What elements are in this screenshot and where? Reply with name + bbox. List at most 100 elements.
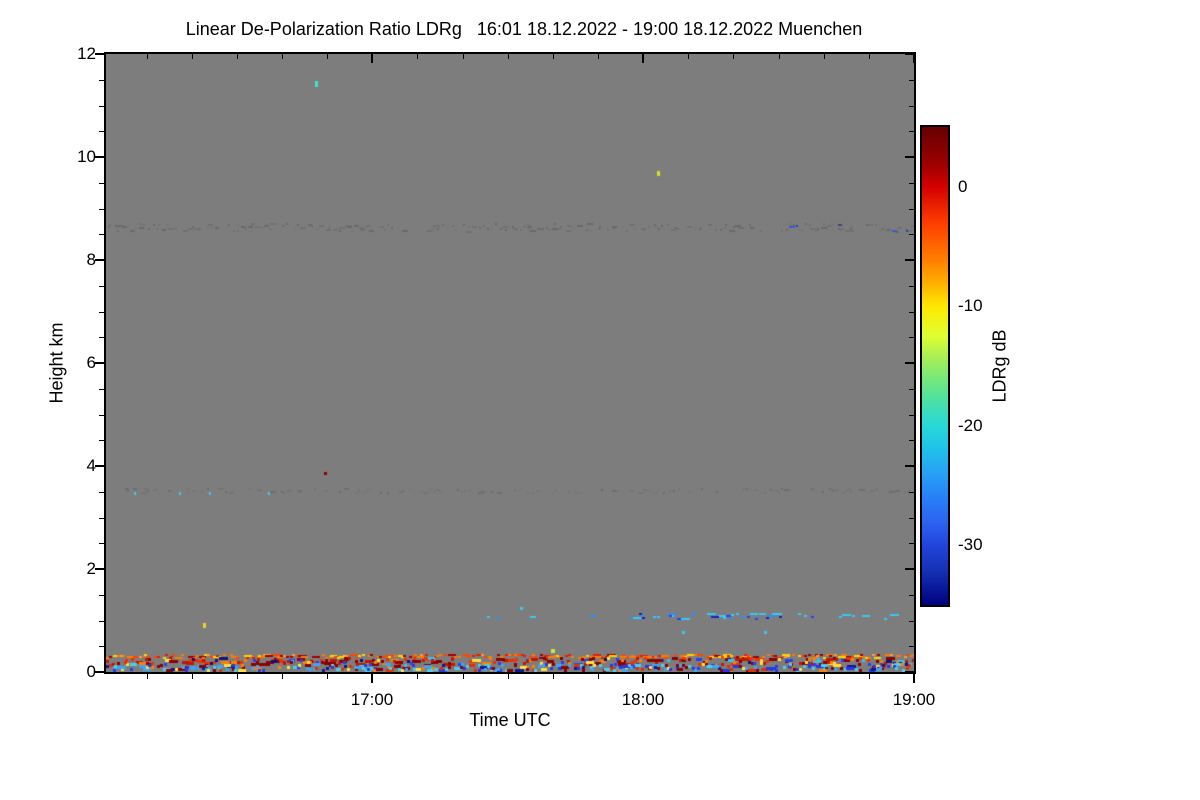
x-minor-tick — [733, 674, 734, 679]
y-minor-tick — [99, 286, 104, 287]
x-minor-tick — [463, 674, 464, 679]
y-major-tick — [95, 259, 104, 261]
y-tick-label: 0 — [86, 662, 96, 681]
x-major-tick-top — [371, 54, 373, 63]
x-minor-tick-top — [327, 54, 328, 59]
x-minor-tick — [147, 674, 148, 679]
y-minor-tick — [99, 621, 104, 622]
x-minor-tick-top — [688, 54, 689, 59]
y-minor-tick-right — [909, 131, 914, 132]
colorbar-tick-label: -20 — [958, 416, 983, 435]
y-major-tick — [95, 156, 104, 158]
y-major-tick — [95, 53, 104, 55]
y-tick-label: 8 — [86, 250, 96, 269]
y-minor-tick — [99, 183, 104, 184]
x-minor-tick-top — [508, 54, 509, 59]
x-major-tick — [371, 674, 373, 683]
x-tick-label: 18:00 — [621, 690, 665, 709]
x-minor-tick — [688, 674, 689, 679]
colorbar-tick-label: 0 — [958, 177, 968, 196]
y-minor-tick — [99, 518, 104, 519]
y-minor-tick-right — [909, 286, 914, 287]
x-major-tick-top — [642, 54, 644, 63]
y-major-tick-right — [905, 568, 914, 570]
x-minor-tick-top — [192, 54, 193, 59]
colorbar-gradient — [922, 127, 948, 605]
colorbar-tick-label: -10 — [958, 296, 983, 315]
y-minor-tick — [99, 80, 104, 81]
y-minor-tick — [99, 543, 104, 544]
colorbar — [920, 125, 950, 607]
y-minor-tick — [99, 415, 104, 416]
x-major-tick — [642, 674, 644, 683]
y-major-tick-right — [905, 671, 914, 673]
x-minor-tick-top — [147, 54, 148, 59]
x-minor-tick — [192, 674, 193, 679]
x-tick-label: 17:00 — [350, 690, 394, 709]
y-minor-tick — [99, 106, 104, 107]
y-minor-tick-right — [909, 646, 914, 647]
x-minor-tick-top — [553, 54, 554, 59]
y-major-tick-right — [905, 465, 914, 467]
y-minor-tick-right — [909, 621, 914, 622]
x-minor-tick — [327, 674, 328, 679]
y-tick-label: 10 — [77, 147, 96, 166]
y-minor-tick-right — [909, 518, 914, 519]
y-major-tick-right — [905, 362, 914, 364]
y-tick-label: 6 — [86, 353, 96, 372]
y-minor-tick-right — [909, 106, 914, 107]
y-minor-tick — [99, 389, 104, 390]
y-minor-tick-right — [909, 183, 914, 184]
heatmap-canvas — [106, 54, 914, 672]
y-major-tick-right — [905, 259, 914, 261]
x-major-tick — [913, 674, 915, 683]
y-major-tick-right — [905, 156, 914, 158]
y-tick-label: 12 — [77, 44, 96, 63]
x-minor-tick-top — [824, 54, 825, 59]
x-minor-tick-top — [282, 54, 283, 59]
y-minor-tick-right — [909, 337, 914, 338]
x-minor-tick-top — [779, 54, 780, 59]
y-minor-tick — [99, 492, 104, 493]
x-tick-label: 19:00 — [892, 690, 936, 709]
y-minor-tick-right — [909, 492, 914, 493]
y-major-tick — [95, 671, 104, 673]
x-minor-tick-top — [417, 54, 418, 59]
x-axis-label: Time UTC — [469, 710, 551, 730]
x-minor-tick-top — [463, 54, 464, 59]
y-minor-tick-right — [909, 234, 914, 235]
y-tick-label: 4 — [86, 456, 96, 475]
colorbar-tick-label: -30 — [958, 535, 983, 554]
y-minor-tick — [99, 131, 104, 132]
x-minor-tick-top — [598, 54, 599, 59]
x-major-tick-top — [913, 54, 915, 63]
y-minor-tick-right — [909, 389, 914, 390]
chart-title: Linear De-Polarization Ratio LDRg 16:01 … — [185, 19, 863, 39]
y-minor-tick — [99, 312, 104, 313]
y-minor-tick-right — [909, 415, 914, 416]
y-minor-tick — [99, 646, 104, 647]
x-minor-tick — [237, 674, 238, 679]
y-minor-tick-right — [909, 80, 914, 81]
x-minor-tick-top — [237, 54, 238, 59]
y-minor-tick — [99, 209, 104, 210]
y-tick-label: 2 — [86, 559, 96, 578]
x-minor-tick — [779, 674, 780, 679]
x-minor-tick — [598, 674, 599, 679]
plot-area — [104, 52, 916, 674]
y-major-tick — [95, 362, 104, 364]
x-minor-tick — [824, 674, 825, 679]
x-minor-tick-top — [869, 54, 870, 59]
y-major-tick — [95, 568, 104, 570]
x-minor-tick-top — [733, 54, 734, 59]
x-minor-tick — [417, 674, 418, 679]
y-minor-tick-right — [909, 595, 914, 596]
y-major-tick-right — [905, 53, 914, 55]
x-minor-tick — [282, 674, 283, 679]
y-minor-tick — [99, 595, 104, 596]
y-minor-tick — [99, 234, 104, 235]
y-minor-tick-right — [909, 312, 914, 313]
y-minor-tick-right — [909, 209, 914, 210]
y-major-tick — [95, 465, 104, 467]
